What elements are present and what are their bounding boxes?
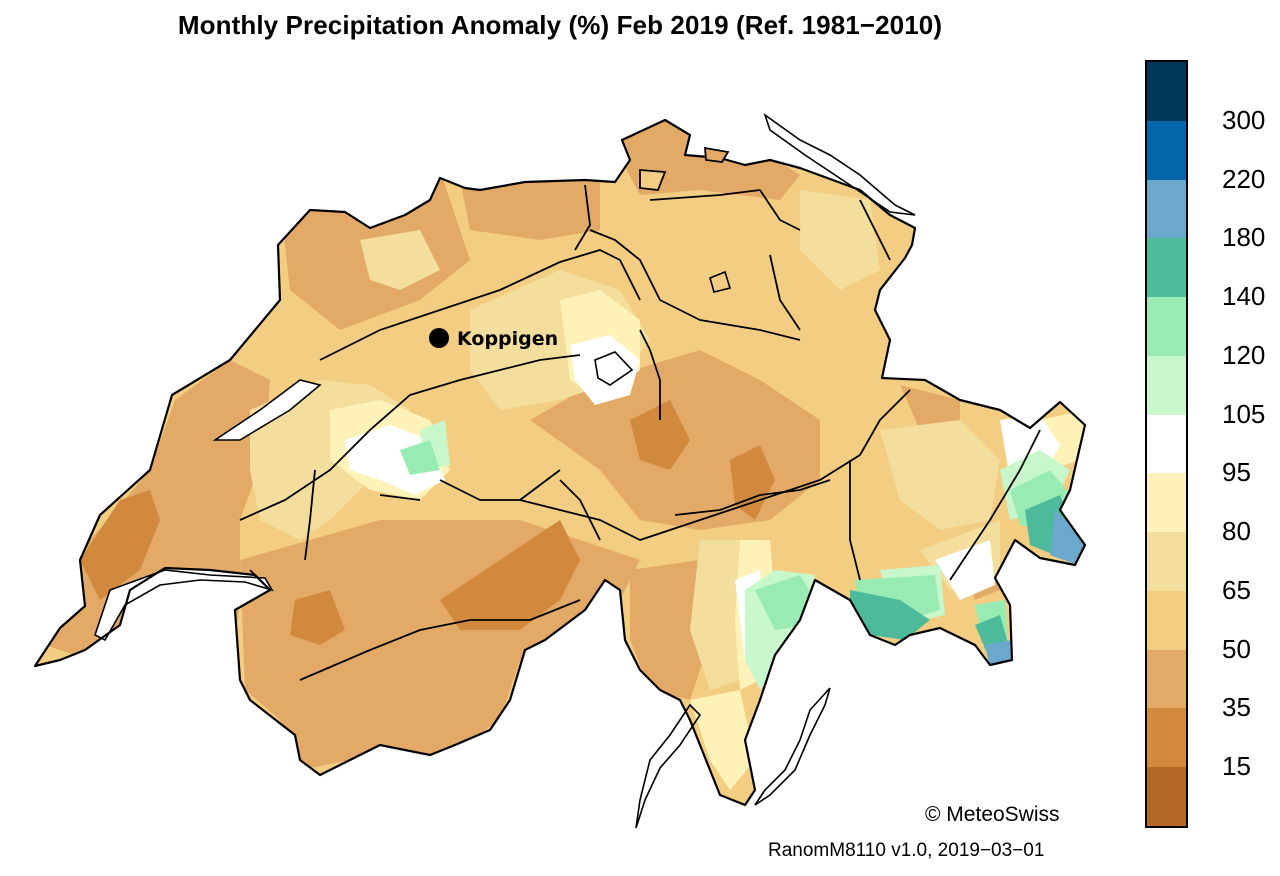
colorbar-tick-label: 65 [1222,574,1251,605]
colorbar-swatch [1147,473,1186,533]
colorbar-swatch [1147,179,1186,239]
colorbar-tick-label: 50 [1222,633,1251,664]
colorbar-tick-label: 80 [1222,516,1251,547]
station-marker[interactable]: Koppigen [429,328,558,350]
colorbar-swatch [1147,62,1186,121]
colorbar-swatch [1147,238,1186,298]
colorbar-swatch [1147,649,1186,709]
colorbar-swatch [1147,532,1186,591]
colorbar-swatch [1147,708,1186,768]
colorbar-tick-label: 35 [1222,692,1251,723]
map-title: Monthly Precipitation Anomaly (%) Feb 20… [177,10,943,40]
colorbar-tick-label: 95 [1222,457,1251,488]
colorbar-swatch [1147,767,1186,826]
colorbar-swatch [1147,120,1186,180]
colorbar-swatch [1147,414,1186,474]
koppigen-dot[interactable] [429,328,449,348]
colorbar [1145,60,1188,828]
colorbar-swatch [1147,590,1186,650]
copyright: © MeteoSwiss [925,803,1060,826]
colorbar-tick-label: 105 [1222,398,1266,429]
product-info: RanomM8110 v1.0, 2019−03−01 [768,840,1045,861]
colorbar-swatch [1147,297,1186,356]
colorbar-swatch [1147,355,1186,415]
koppigen-label: Koppigen [457,328,558,350]
colorbar-tick-label: 15 [1222,751,1251,782]
colorbar-tick-label: 180 [1222,222,1266,253]
colorbar-tick-label: 300 [1222,104,1266,135]
colorbar-tick-label: 220 [1222,163,1266,194]
colorbar-tick-label: 120 [1222,339,1266,370]
colorbar-tick-label: 140 [1222,281,1266,312]
